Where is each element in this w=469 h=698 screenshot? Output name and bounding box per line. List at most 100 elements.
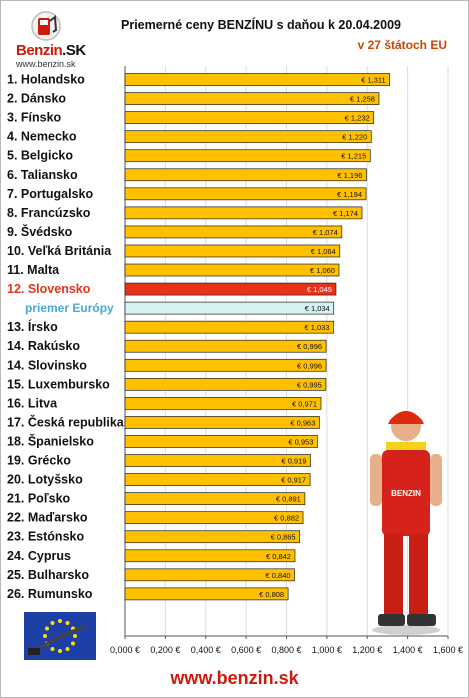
category-label: 14. Slovinsko [7,358,87,372]
category-label: 19. Grécko [7,454,71,468]
x-tick-label: 0,600 € [231,645,261,655]
category-label: 3. Fínsko [7,111,62,125]
bar [124,530,300,544]
bar [124,549,296,563]
bar [124,282,337,296]
value-label: € 1,174 [333,209,358,218]
value-label: € 1,060 [310,266,335,275]
category-label: 5. Belgicko [7,149,73,163]
chart-subtitle: v 27 štátoch EU [357,38,447,52]
bar [124,206,363,220]
bar [124,587,289,601]
chart-title: Priemerné ceny BENZÍNU s daňou k 20.04.2… [121,18,401,32]
bar [124,473,311,486]
logo-url: www.benzin.sk [16,59,76,69]
category-label: 6. Taliansko [7,168,78,182]
x-tick-label: 1,400 € [393,645,423,655]
bar [124,149,371,163]
value-label: € 0,996 [297,361,322,370]
value-label: € 1,034 [305,304,330,313]
value-label: € 0,996 [297,342,322,351]
bar [124,168,367,182]
value-label: € 1,064 [311,247,336,256]
bar [124,397,322,410]
category-label: 14. Rakúsko [7,339,80,353]
eu-flag-icon [24,612,96,660]
x-tick-label: 0,000 € [110,645,140,655]
bar [124,416,320,429]
bar [124,111,375,124]
category-label: 1. Holandsko [7,73,85,87]
value-label: € 1,033 [305,323,330,332]
value-label: € 1,220 [342,133,367,142]
value-label: € 0,842 [266,552,291,561]
x-tick-label: 0,200 € [150,645,180,655]
category-label: 13. Írsko [7,319,58,334]
value-label: € 0,917 [281,476,306,485]
category-label: 7. Portugalsko [7,187,93,201]
bar [124,73,391,86]
x-tick-label: 0,800 € [271,645,301,655]
category-label: 9. Švédsko [7,224,73,239]
value-label: € 0,808 [259,590,284,599]
value-label: € 1,045 [307,285,332,294]
x-tick-label: 1,000 € [312,645,342,655]
category-label: 16. Litva [7,396,58,410]
bar [124,130,372,144]
value-label: € 1,215 [341,152,366,161]
footer-url: www.benzin.sk [170,668,299,688]
value-label: € 1,196 [337,171,362,180]
category-label: 4. Nemecko [7,130,77,144]
value-label: € 0,953 [288,437,313,446]
category-label: 10. Veľká Británia [7,244,112,258]
mechanic-mascot-icon: BENZIN [366,400,444,636]
bar [124,435,318,448]
value-label: € 0,995 [297,380,322,389]
value-label: € 0,891 [276,495,301,504]
bar [124,358,327,372]
benzin-logo: Benzin.SK www.benzin.sk [6,8,86,69]
category-label: 24. Cyprus [7,549,71,563]
value-label: € 1,074 [313,228,338,237]
bar [124,339,327,353]
category-label: 21. Poľsko [7,492,71,506]
bar [124,225,343,239]
bar [124,320,334,334]
category-label: 12. Slovensko [7,282,91,296]
fuel-pump-logo-icon [31,11,61,41]
category-label: 8. Francúzsko [7,206,91,220]
category-label: 18. Španielsko [7,433,94,448]
bar [124,511,304,525]
x-tick-label: 1,200 € [352,645,382,655]
category-label: 25. Bulharsko [7,568,89,582]
value-label: € 0,963 [290,418,315,427]
bar [124,263,340,277]
value-label: € 1,258 [350,95,375,104]
value-label: € 0,971 [292,399,317,408]
value-label: € 1,232 [345,114,370,123]
category-label: 20. Lotyšsko [7,473,83,487]
bar [124,187,367,201]
value-label: € 1,311 [361,76,385,85]
bar [124,454,311,467]
category-label: 2. Dánsko [7,92,66,106]
bar [124,377,327,391]
category-label: 23. Estónsko [7,530,84,544]
value-label: € 0,840 [266,571,291,580]
bar [124,568,295,582]
category-label: 22. Maďarsko [7,511,88,525]
value-label: € 0,865 [271,533,296,542]
category-label: priemer Európy [25,301,114,315]
svg-text:BENZIN: BENZIN [391,489,421,498]
value-label: € 1,194 [337,190,362,199]
category-label: 26. Rumunsko [7,587,93,601]
bar [124,244,341,258]
category-label: 11. Malta [7,263,60,277]
bar [124,492,306,505]
bar [124,301,335,315]
x-tick-label: 0,400 € [191,645,221,655]
bar [124,92,380,105]
x-tick-label: 1,600 € [433,645,463,655]
logo-brand-text: Benzin.SK [16,42,86,59]
category-label: 15. Luxembursko [7,377,110,391]
